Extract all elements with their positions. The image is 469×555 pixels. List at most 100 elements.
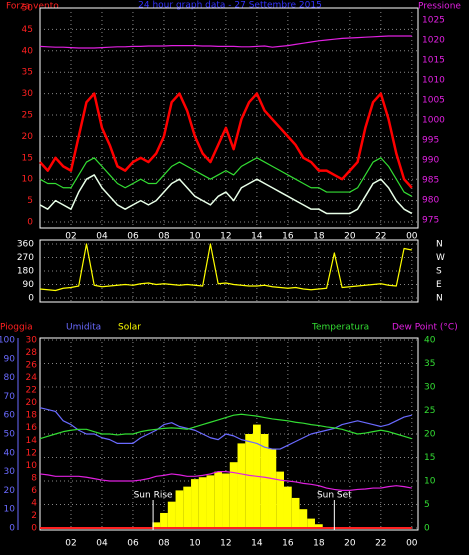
x-tick-label: 04 [96, 539, 108, 549]
solar-bar [237, 443, 246, 528]
x-tick-label: 00 [406, 539, 418, 549]
y2-axis-label: Pressione [418, 2, 461, 12]
legend-label: Dew Point (°C) [392, 323, 458, 333]
y2-tick-label: 990 [422, 156, 439, 166]
y3-tick-label: 24 [26, 373, 38, 383]
y-tick-label: 45 [22, 25, 33, 35]
legend-label: Solar [118, 323, 141, 333]
y3-tick-label: 2 [31, 511, 37, 521]
solar-bar [268, 449, 277, 528]
series-line [39, 174, 413, 215]
y3-tick-label: 10 [26, 461, 38, 471]
y-tick-label: 60 [4, 411, 16, 421]
y2-tick-label: N [436, 240, 443, 250]
x-tick-label: 10 [189, 232, 201, 242]
x-tick-label: 18 [313, 539, 325, 549]
solar-bar [175, 490, 184, 528]
y2-tick-label: 25 [424, 406, 435, 416]
y-tick-label: 10 [4, 505, 16, 515]
x-tick-label: 02 [65, 232, 76, 242]
y-tick-label: 15 [22, 153, 33, 163]
x-tick-label: 06 [127, 232, 139, 242]
solar-bar [299, 509, 308, 528]
legend-label: Umidita [66, 323, 101, 333]
y-tick-label: 30 [4, 467, 16, 477]
solar-bar [283, 486, 292, 528]
y3-tick-label: 4 [31, 498, 37, 508]
solar-bar [160, 512, 168, 528]
y-tick-label: 40 [4, 448, 16, 458]
series-line [39, 243, 412, 292]
solar-bar [222, 473, 230, 528]
y3-tick-label: 18 [26, 411, 38, 421]
x-tick-label: 12 [220, 539, 231, 549]
solar-bar [291, 497, 300, 528]
y2-tick-label: 1025 [422, 16, 445, 26]
y2-tick-label: W [436, 253, 445, 263]
y-tick-label: 360 [17, 240, 34, 250]
x-tick-label: 06 [127, 539, 139, 549]
solar-bar [152, 522, 161, 528]
y2-tick-label: 995 [422, 136, 439, 146]
y2-tick-label: E [436, 280, 442, 290]
y-tick-label: 20 [22, 132, 34, 142]
y2-tick-label: S [436, 267, 442, 277]
y-tick-label: 5 [27, 196, 33, 206]
y2-tick-label: 1020 [422, 36, 445, 46]
y-tick-label: 50 [22, 4, 34, 14]
legend-label: Temperatura [311, 323, 369, 333]
x-tick-label: 14 [251, 539, 263, 549]
y-tick-label: 270 [17, 253, 34, 263]
y-tick-label: 0 [27, 218, 33, 228]
x-tick-label: 14 [251, 232, 263, 242]
y3-tick-label: 16 [26, 423, 38, 433]
y3-tick-label: 28 [26, 348, 38, 358]
x-tick-label: 16 [282, 539, 294, 549]
y-tick-label: 100 [0, 336, 15, 346]
y-tick-label: 35 [22, 68, 33, 78]
y2-tick-label: 15 [424, 453, 435, 463]
solar-bar [276, 471, 284, 528]
y3-tick-label: 20 [26, 398, 38, 408]
x-tick-label: 16 [282, 232, 294, 242]
y-tick-label: 90 [4, 354, 16, 364]
y2-tick-label: 40 [424, 336, 436, 346]
y2-tick-label: 980 [422, 196, 439, 206]
x-tick-label: 08 [158, 539, 170, 549]
series-line [39, 157, 413, 197]
series-line [39, 407, 412, 450]
y3-tick-label: 26 [26, 361, 38, 371]
y3-tick-label: 0 [31, 524, 37, 534]
series-line [39, 413, 412, 440]
solar-bar [206, 475, 215, 528]
solar-bar [260, 434, 269, 528]
y3-tick-label: 8 [31, 473, 37, 483]
y-tick-label: 80 [4, 373, 16, 383]
y2-tick-label: 1005 [422, 96, 445, 106]
y-tick-label: 10 [22, 175, 34, 185]
solar-bar [307, 518, 315, 528]
chart-title: 24 hour graph data - 27 Settembre 2015 [138, 1, 322, 11]
y-tick-label: 70 [4, 392, 16, 402]
y2-tick-label: 1000 [422, 116, 445, 126]
x-tick-label: 12 [220, 232, 231, 242]
x-tick-label: 18 [313, 232, 325, 242]
y3-tick-label: 14 [26, 436, 38, 446]
y-tick-label: 0 [9, 524, 15, 534]
y2-tick-label: 985 [422, 176, 439, 186]
annotation: Sun Set [317, 491, 352, 501]
series-line [39, 92, 413, 189]
solar-bar [191, 479, 199, 528]
y-tick-label: 25 [22, 111, 33, 121]
y2-tick-label: 30 [424, 383, 436, 393]
y2-tick-label: 10 [424, 477, 436, 487]
y-axis-label: Forza vento [6, 2, 59, 12]
y-tick-label: 180 [17, 267, 34, 277]
x-tick-label: 02 [65, 539, 76, 549]
y-tick-label: 50 [4, 430, 16, 440]
y-tick-label: 90 [23, 280, 35, 290]
x-tick-label: 08 [158, 232, 170, 242]
y-tick-label: 0 [28, 294, 34, 304]
y3-tick-label: 22 [26, 386, 37, 396]
